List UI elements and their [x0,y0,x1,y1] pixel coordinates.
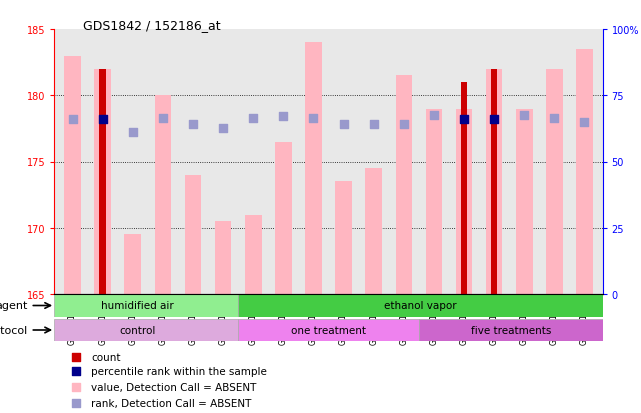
Text: percentile rank within the sample: percentile rank within the sample [92,366,267,376]
Bar [491,69,497,294]
Point [188,122,198,128]
Point [71,368,81,375]
Bar [238,319,419,341]
Bar [546,69,563,294]
Point [71,400,81,406]
Text: five treatments: five treatments [470,325,551,335]
Point [338,122,349,128]
Bar [94,69,111,294]
Text: value, Detection Call = ABSENT: value, Detection Call = ABSENT [92,382,256,392]
Bar [576,50,593,294]
Text: control: control [119,325,156,335]
Text: GDS1842 / 152186_at: GDS1842 / 152186_at [83,19,221,31]
Point [579,119,590,126]
Point [71,354,81,360]
Bar [54,319,238,341]
Point [218,126,228,132]
Text: humidified air: humidified air [101,301,174,311]
Text: protocol: protocol [0,325,28,335]
Point [71,383,81,390]
Text: ethanol vapor: ethanol vapor [384,301,456,311]
Bar [516,109,533,294]
Bar [64,56,81,294]
Bar [486,69,503,294]
Bar [335,182,352,294]
Bar [54,294,238,317]
Bar [124,235,141,294]
Bar [426,109,442,294]
Bar [275,142,292,294]
Point [369,122,379,128]
Text: count: count [92,352,121,362]
Bar [154,96,171,294]
Point [278,114,288,121]
Bar [365,169,382,294]
Point [519,112,529,119]
Point [459,116,469,123]
Point [97,116,108,123]
Bar [238,294,603,317]
Bar [185,176,201,294]
Text: rank, Detection Call = ABSENT: rank, Detection Call = ABSENT [92,398,252,408]
Point [67,116,78,123]
Point [489,116,499,123]
Point [308,115,319,122]
Bar [99,69,106,294]
Bar [461,83,467,294]
Bar [305,43,322,294]
Point [158,115,168,122]
Bar [456,109,472,294]
Text: agent: agent [0,301,28,311]
Bar [395,76,412,294]
Point [549,115,560,122]
Bar [245,215,262,294]
Bar [419,319,603,341]
Text: one treatment: one treatment [291,325,366,335]
Point [128,130,138,136]
Bar [215,222,231,294]
Point [248,115,258,122]
Point [399,122,409,128]
Point [429,112,439,119]
